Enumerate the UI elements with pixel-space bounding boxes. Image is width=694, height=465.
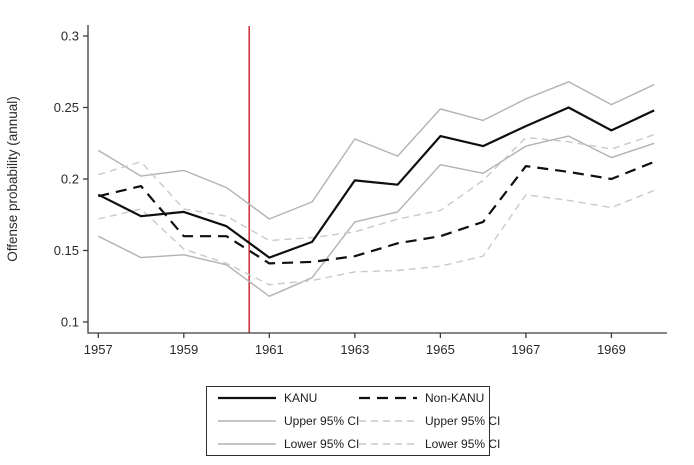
y-tick-label: 0.15: [54, 243, 79, 258]
legend: KANU Upper 95% CI Lower 95% CI Non-KANU …: [206, 386, 500, 456]
legend-label-kanu-lower-ci: Lower 95% CI: [284, 436, 360, 451]
legend-label-nonkanu: Non-KANU: [425, 391, 485, 406]
legend-item-nonkanu-lower-ci: Lower 95% CI: [359, 433, 500, 454]
y-tick-label: 0.3: [61, 29, 79, 44]
legend-item-nonkanu-upper-ci: Upper 95% CI: [359, 410, 500, 431]
nonkanu-line-swatch: [359, 397, 417, 400]
legend-item-kanu-upper-ci: Upper 95% CI: [218, 410, 359, 431]
x-tick-label: 1965: [426, 342, 455, 357]
legend-label-kanu: KANU: [284, 391, 318, 406]
legend-label-kanu-upper-ci: Upper 95% CI: [284, 413, 360, 428]
legend-item-kanu: KANU: [218, 388, 359, 409]
series-line-kanu: [97, 106, 655, 259]
x-tick-label: 1959: [169, 342, 198, 357]
nonkanu-lower-ci-line-swatch: [359, 442, 417, 445]
nonkanu-upper-ci-line-swatch: [359, 420, 417, 422]
y-tick-label: 0.2: [61, 172, 79, 187]
series-line-nonkanu: [98, 160, 655, 265]
series-line-nonkanu_lower: [98, 189, 655, 286]
legend-column-nonkanu: Non-KANU Upper 95% CI Lower 95% CI: [359, 387, 500, 455]
x-tick-label: 1969: [597, 342, 626, 357]
legend-item-nonkanu: Non-KANU: [359, 388, 491, 409]
series-line-nonkanu_upper: [98, 134, 655, 242]
kanu-lower-ci-line-swatch: [218, 442, 276, 445]
legend-label-nonkanu-lower-ci: Lower 95% CI: [425, 436, 501, 451]
axis-lines: [87, 25, 667, 334]
kanu-upper-ci-line-swatch: [218, 420, 276, 422]
series-line-kanu_upper: [97, 81, 655, 220]
kanu-line-swatch: [218, 397, 276, 400]
legend-column-kanu: KANU Upper 95% CI Lower 95% CI: [207, 387, 359, 455]
y-tick-label: 0.25: [54, 100, 79, 115]
x-tick-label: 1967: [511, 342, 540, 357]
x-tick-label: 1957: [84, 342, 113, 357]
legend-item-kanu-lower-ci: Lower 95% CI: [218, 433, 359, 454]
y-tick-label: 0.1: [61, 314, 79, 329]
x-tick-label: 1961: [255, 342, 284, 357]
series-line-kanu_lower: [97, 135, 655, 297]
x-tick-label: 1963: [340, 342, 369, 357]
legend-label-nonkanu-upper-ci: Upper 95% CI: [425, 413, 501, 428]
y-axis-title: Offense probability (annual): [5, 96, 20, 262]
